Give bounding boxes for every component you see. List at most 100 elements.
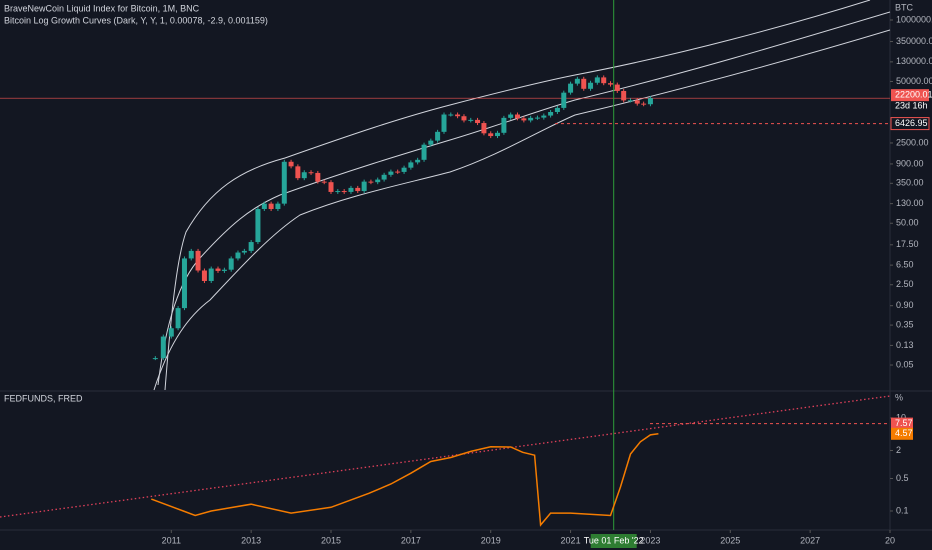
candle-body — [255, 209, 261, 243]
candle-body — [554, 107, 560, 113]
candle-body — [288, 161, 294, 167]
x-tick-label: 2013 — [241, 535, 261, 545]
candle-body — [541, 115, 547, 118]
candle-body — [295, 166, 301, 179]
candle-body — [568, 83, 574, 93]
candle-body — [461, 116, 467, 121]
y-tick-label: 130.00 — [896, 198, 924, 208]
price-line-label: 6426.95 — [895, 118, 928, 128]
candle-body — [348, 187, 354, 192]
fedfunds-line — [151, 433, 659, 527]
last-price-label: 22200.01 — [895, 90, 932, 100]
y-tick-label: 0.13 — [896, 340, 914, 350]
candle-body — [308, 172, 314, 174]
candle-body — [528, 117, 534, 121]
y-tick-label: 50000.00 — [896, 76, 932, 86]
candle-body — [488, 133, 494, 137]
candle-body — [368, 181, 374, 183]
candle-body — [561, 92, 567, 108]
candle-body — [495, 132, 501, 137]
candle-body — [181, 258, 187, 309]
candle-body — [261, 203, 267, 210]
x-tick-label: 2017 — [401, 535, 421, 545]
y-tick-label: 0.1 — [896, 505, 909, 515]
indicator-title: Bitcoin Log Growth Curves (Dark, Y, Y, 1… — [4, 15, 268, 25]
x-tick-label: 2021 — [561, 535, 581, 545]
x-tick-label: 2023 — [640, 535, 660, 545]
y-tick-label: 0.35 — [896, 319, 914, 329]
candle-body — [415, 159, 421, 163]
candle-body — [168, 328, 174, 337]
candle-body — [641, 103, 647, 105]
candle-body — [521, 118, 527, 121]
unit-label: BTC — [895, 2, 914, 12]
candle-body — [301, 172, 307, 179]
candle-body — [548, 112, 554, 116]
candle-body — [601, 77, 607, 84]
candle-body — [581, 78, 587, 89]
candle-body — [248, 242, 254, 251]
x-tick-label: 2015 — [321, 535, 341, 545]
y-tick-label: 17.50 — [896, 239, 919, 249]
sub-title: FEDFUNDS, FRED — [4, 393, 83, 403]
candle-body — [208, 268, 214, 281]
x-tick-label: 2011 — [162, 535, 181, 545]
candle-body — [508, 114, 514, 118]
candle-body — [614, 84, 620, 91]
x-tick-label: 2025 — [720, 535, 740, 545]
candle-body — [441, 114, 447, 132]
y-tick-label: 2.50 — [896, 279, 914, 289]
x-tick-label: 2019 — [481, 535, 501, 545]
candle-body — [401, 167, 407, 172]
candle-body — [315, 172, 321, 182]
y-tick-label: 350.00 — [896, 178, 924, 188]
candle-body — [634, 100, 640, 104]
candle-body — [175, 308, 181, 329]
candle-body — [381, 174, 387, 180]
candle-body — [627, 100, 633, 102]
candle-body — [235, 252, 241, 259]
candle-body — [481, 123, 487, 134]
candle-body — [621, 90, 627, 101]
crosshair-label-bg — [590, 534, 637, 548]
price-line-label-bg — [890, 117, 930, 131]
candle-body — [468, 119, 474, 121]
candle-body — [328, 182, 334, 192]
last-rate-label: 4.57 — [895, 428, 913, 438]
candle-body — [335, 191, 341, 193]
candle-body — [501, 117, 507, 133]
candle-body — [588, 82, 594, 89]
candle-body — [534, 117, 540, 119]
candle-body — [647, 98, 653, 105]
y-tick-label: 50.00 — [896, 218, 919, 228]
countdown-label: 23d 16h — [895, 101, 928, 111]
y-tick-label: 0.90 — [896, 300, 914, 310]
x-tick-label: 2027 — [800, 535, 820, 545]
trend-label-bg — [891, 417, 913, 430]
y-tick-label: 1000000.00 — [896, 14, 932, 24]
candle-body — [241, 250, 247, 253]
candle-body — [275, 203, 281, 210]
candle-body — [375, 179, 381, 183]
candle-body — [388, 171, 394, 175]
candle-body — [594, 77, 600, 83]
y-tick-label: 2 — [896, 445, 901, 455]
y-tick-label: 2500.00 — [896, 137, 929, 147]
candle-body — [421, 144, 427, 160]
candle-body — [152, 358, 158, 360]
trend-label: 7.57 — [895, 418, 913, 428]
candle-body — [608, 83, 614, 85]
candle-body — [281, 161, 287, 204]
trend-line — [0, 395, 891, 518]
x-tick-label: 20 — [885, 535, 895, 545]
y-tick-label: 900.00 — [896, 158, 924, 168]
candle-body — [195, 250, 201, 271]
main-title: BraveNewCoin Liquid Index for Bitcoin, 1… — [4, 3, 200, 13]
candle-body — [228, 258, 234, 270]
candle-body — [475, 119, 481, 124]
last-rate-label-bg — [891, 427, 913, 440]
candle-body — [201, 270, 207, 281]
y-tick-label: 0.05 — [896, 359, 914, 369]
